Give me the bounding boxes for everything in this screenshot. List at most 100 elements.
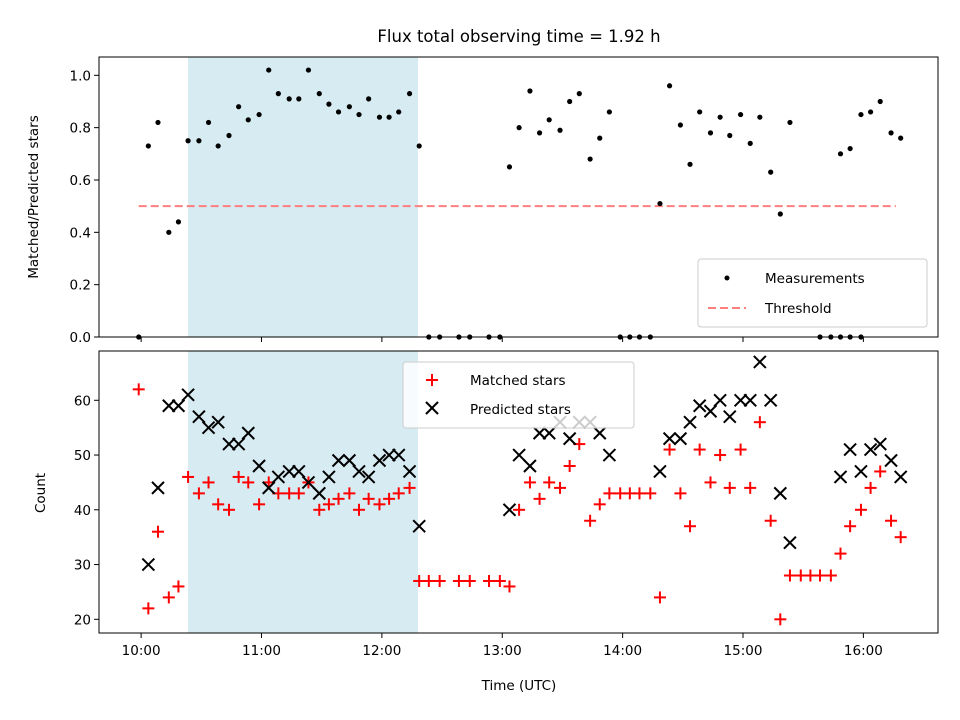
matched-star-point — [332, 492, 345, 505]
predicted-star-point — [743, 393, 757, 407]
predicted-star-point — [662, 431, 677, 446]
legend-measurements-marker — [724, 275, 730, 281]
measurement-point — [546, 117, 552, 123]
legend-threshold-label: Threshold — [764, 301, 832, 317]
measurement-point — [236, 104, 242, 110]
predicted-star-point — [151, 481, 165, 495]
measurement-point — [777, 211, 783, 217]
predicted-star-point — [282, 464, 296, 479]
matched-star-point — [854, 503, 867, 516]
matched-star-point — [533, 492, 546, 505]
matched-star-point — [503, 580, 516, 593]
x-tick-label: 14:00 — [603, 643, 642, 659]
bottom-legend: Matched stars Predicted stars — [402, 361, 635, 429]
matched-star-point — [714, 449, 727, 462]
matched-stars-points — [132, 383, 907, 626]
bottom-y-tick-label: 40 — [74, 503, 91, 519]
matched-star-point — [132, 383, 145, 396]
predicted-star-point — [854, 464, 868, 479]
matched-star-point — [373, 498, 386, 511]
predicted-star-point — [181, 388, 195, 402]
predicted-star-point — [322, 470, 336, 484]
measurement-point — [245, 117, 251, 123]
matched-star-point — [202, 476, 215, 489]
measurement-point — [567, 98, 573, 105]
predicted-star-point — [723, 410, 737, 424]
matched-star-point — [744, 481, 757, 494]
x-tick-label: 16:00 — [844, 643, 883, 659]
matched-star-point — [493, 574, 506, 587]
measurement-point — [858, 111, 864, 118]
measurement-point — [346, 104, 352, 110]
bottom-y-tick-label: 20 — [74, 612, 91, 628]
matched-star-point — [292, 487, 305, 500]
matched-star-point — [343, 487, 356, 500]
predicted-star-point — [231, 437, 246, 451]
measurement-point — [587, 156, 593, 162]
x-tick-label: 12:00 — [362, 643, 401, 659]
predicted-star-point — [763, 393, 778, 407]
measurement-point — [386, 114, 392, 120]
predicted-star-point — [713, 393, 727, 407]
matched-star-point — [693, 443, 706, 456]
measurement-point — [266, 67, 272, 73]
measurement-point — [847, 145, 853, 152]
predicted-star-point — [171, 399, 186, 413]
legend-matched-marker — [426, 374, 438, 386]
matched-star-point — [543, 476, 556, 489]
measurement-point — [747, 140, 753, 146]
measurement-point — [717, 114, 723, 120]
top-y-tick-label: 0.2 — [70, 278, 91, 294]
measurement-point — [376, 114, 383, 120]
matched-star-point — [142, 602, 155, 615]
predicted-star-point — [783, 535, 797, 550]
predicted-star-point — [523, 459, 537, 473]
top-y-axis-label: Matched/Predicted stars — [26, 115, 42, 278]
measurement-point — [305, 67, 312, 73]
matched-star-point — [603, 487, 616, 500]
bottom-y-axis-label: Count — [33, 473, 49, 513]
predicted-star-point — [502, 503, 517, 517]
measurement-point — [205, 119, 212, 126]
measurement-point — [286, 96, 292, 102]
matched-star-point — [212, 498, 225, 511]
bottom-y-axis: 20 30 40 50 60 — [74, 393, 99, 628]
predicted-star-point — [211, 415, 225, 429]
matched-star-point — [513, 503, 526, 516]
predicted-star-point — [252, 459, 266, 473]
matched-star-point — [633, 487, 646, 500]
predicted-star-point — [884, 453, 898, 468]
measurement-point — [606, 109, 612, 115]
x-tick-label: 15:00 — [724, 643, 763, 659]
matched-star-point — [403, 481, 416, 494]
top-y-tick-label: 0.8 — [70, 121, 91, 137]
measurement-point — [576, 91, 582, 97]
chart-title: Flux total observing time = 1.92 h — [377, 27, 660, 46]
measurement-point — [757, 114, 763, 120]
matched-star-point — [653, 591, 666, 604]
top-legend-box — [697, 258, 928, 328]
matched-star-point — [232, 470, 245, 483]
matched-star-point — [563, 459, 576, 472]
measurement-point — [657, 200, 663, 207]
matched-star-point — [824, 569, 837, 582]
legend-measurements-label: Measurements — [765, 271, 865, 287]
matched-star-point — [764, 514, 777, 527]
bottom-panel: 20 30 40 50 60 10:00 11:00 12:00 13:00 14:00 15:0… — [33, 350, 939, 694]
top-y-tick-label: 0.0 — [70, 330, 91, 346]
top-y-tick-label: 0.6 — [70, 173, 91, 189]
predicted-star-point — [222, 437, 236, 451]
predicted-star-point — [873, 437, 887, 451]
bottom-y-tick-label: 50 — [74, 448, 91, 464]
measurement-point — [687, 161, 693, 167]
measurement-point — [837, 151, 844, 157]
predicted-star-point — [162, 399, 176, 413]
matched-star-point — [383, 492, 396, 505]
predicted-star-point — [562, 431, 577, 446]
matched-star-point — [864, 481, 877, 494]
matched-star-point — [674, 487, 687, 500]
predicted-star-point — [753, 355, 767, 369]
measurement-point — [727, 132, 733, 139]
predicted-star-point — [653, 464, 667, 479]
